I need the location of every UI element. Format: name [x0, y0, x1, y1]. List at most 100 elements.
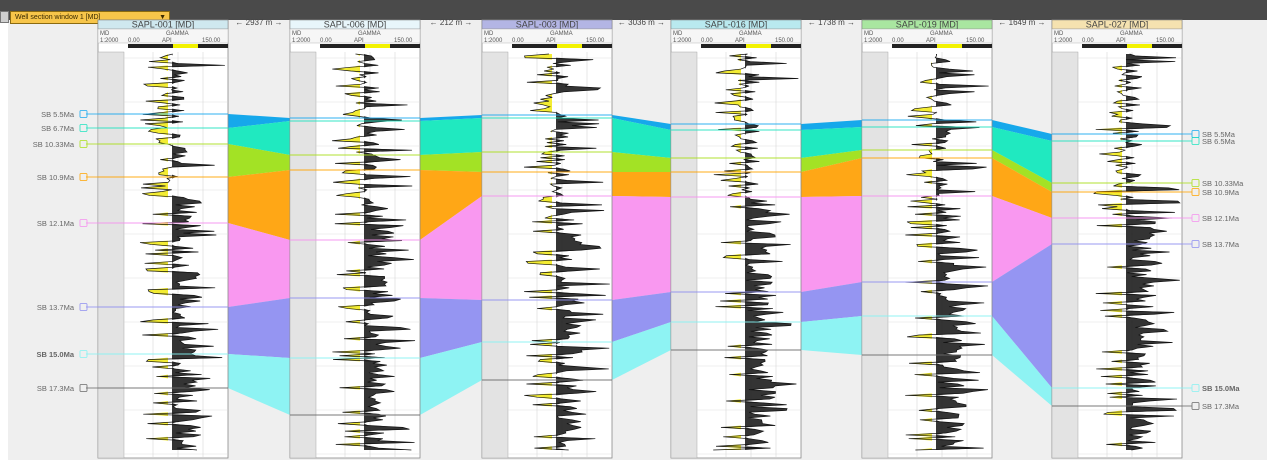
scale-bar-highlight	[746, 44, 771, 48]
log-column-label: GAMMA	[550, 31, 573, 37]
log-min-label: 0.00	[1082, 38, 1094, 44]
depth-track	[481, 51, 509, 459]
right-marker-label: SB 12.1Ma	[1202, 214, 1240, 223]
correlation-zone	[992, 316, 1052, 406]
log-unit-label: API	[546, 38, 556, 44]
inter-well-distance: ← 3036 m →	[618, 18, 665, 27]
title-bar	[0, 0, 1267, 20]
correlation-zone	[801, 282, 862, 322]
correlation-zone	[228, 114, 290, 128]
correlation-zone	[612, 196, 671, 300]
log-max-label: 150.00	[775, 38, 794, 44]
shale-fill	[745, 54, 799, 450]
chevron-down-icon: ▼	[159, 14, 166, 21]
log-column-label: GAMMA	[930, 31, 953, 37]
sand-fill	[905, 54, 932, 450]
marker-flag	[79, 350, 88, 358]
well-track: SAPL-001 [MD] MD GAMMA 1:2000 0.00 API 150.00	[97, 20, 229, 459]
correlation-zone	[612, 172, 671, 197]
correlation-zone	[420, 118, 482, 155]
well-track: SAPL-016 [MD] MD GAMMA 1:2000 0.00 API 150.00	[670, 20, 802, 459]
depth-track	[1051, 51, 1079, 459]
gamma-curve	[1093, 53, 1181, 451]
left-marker-label: SB 17.3Ma	[37, 384, 75, 393]
depth-column-label: MD	[864, 31, 874, 37]
marker-flag	[1191, 137, 1200, 145]
inter-well-distance: ← 1738 m →	[808, 18, 855, 27]
log-max-label: 150.00	[1156, 38, 1175, 44]
log-min-label: 0.00	[892, 38, 904, 44]
depth-column-label: MD	[484, 31, 494, 37]
correlation-zone	[228, 298, 290, 358]
correlation-zone	[801, 316, 862, 355]
gamma-curve	[332, 53, 416, 451]
depth-column-label: MD	[673, 31, 683, 37]
log-min-label: 0.00	[701, 38, 713, 44]
well-name: SAPL-016 [MD]	[705, 20, 768, 30]
correlation-zone	[801, 196, 862, 292]
correlation-zone	[992, 158, 1052, 218]
correlation-zone	[612, 322, 671, 380]
well-track: SAPL-006 [MD] MD GAMMA 1:2000 0.00 API 150.00	[289, 20, 421, 459]
log-min-label: 0.00	[320, 38, 332, 44]
scale-label: 1:2000	[1054, 38, 1073, 44]
log-min-label: 0.00	[512, 38, 524, 44]
correlation-zone	[992, 150, 1052, 192]
left-marker-label: SB 15.0Ma	[36, 350, 74, 359]
well-name: SAPL-027 [MD]	[1086, 20, 1149, 30]
scale-bar-highlight	[173, 44, 198, 48]
inter-well-distance: ← 2937 m →	[235, 18, 282, 27]
scale-bar-highlight	[557, 44, 582, 48]
column-header	[289, 28, 421, 44]
column-header	[97, 28, 229, 44]
marker-flag	[79, 173, 88, 181]
depth-column-label: MD	[1054, 31, 1064, 37]
correlation-zone	[228, 354, 290, 415]
gamma-curve	[139, 53, 225, 451]
left-marker-label: SB 13.7Ma	[37, 303, 75, 312]
log-unit-label: API	[162, 38, 172, 44]
scale-label: 1:2000	[673, 38, 692, 44]
shale-fill	[1126, 54, 1180, 450]
inter-well-distance: ← 212 m →	[430, 18, 473, 27]
window-icon[interactable]	[0, 11, 9, 23]
well-name: SAPL-006 [MD]	[324, 20, 387, 30]
scale-bar-highlight	[1127, 44, 1152, 48]
correlation-zone	[420, 342, 482, 415]
well-track: SAPL-019 [MD] MD GAMMA 1:2000 0.00 API 150.00	[861, 20, 993, 459]
correlation-zone	[612, 115, 671, 130]
well-name: SAPL-003 [MD]	[516, 20, 579, 30]
gamma-curve	[523, 53, 610, 451]
correlation-zone	[992, 196, 1052, 282]
column-header	[1051, 28, 1183, 44]
right-marker-label: SB 10.9Ma	[1202, 188, 1240, 197]
correlation-zone	[801, 158, 862, 197]
marker-flag	[79, 219, 88, 227]
scale-label: 1:2000	[100, 38, 119, 44]
marker-flag	[79, 140, 88, 148]
marker-flag	[1191, 188, 1200, 196]
scale-bar-highlight	[365, 44, 390, 48]
log-column-label: GAMMA	[166, 31, 189, 37]
column-header	[481, 28, 613, 44]
well-track: SAPL-027 [MD] MD GAMMA 1:2000 0.00 API 150.00	[1051, 20, 1183, 459]
correlation-zone	[612, 152, 671, 172]
correlation-zone	[992, 127, 1052, 183]
left-marker-label: SB 10.33Ma	[33, 140, 75, 149]
inter-well-distance: ← 1649 m →	[998, 18, 1045, 27]
left-marker-label: SB 12.1Ma	[37, 219, 75, 228]
marker-flag	[1191, 179, 1200, 187]
marker-flag	[1191, 214, 1200, 222]
correlation-zone	[992, 244, 1052, 388]
marker-flag	[1191, 130, 1200, 138]
depth-track	[861, 51, 889, 459]
log-column-label: GAMMA	[739, 31, 762, 37]
depth-track	[97, 51, 125, 459]
log-unit-label: API	[735, 38, 745, 44]
correlation-zone	[612, 292, 671, 342]
correlation-zone	[420, 115, 482, 121]
well-name: SAPL-019 [MD]	[896, 20, 959, 30]
log-unit-label: API	[354, 38, 364, 44]
